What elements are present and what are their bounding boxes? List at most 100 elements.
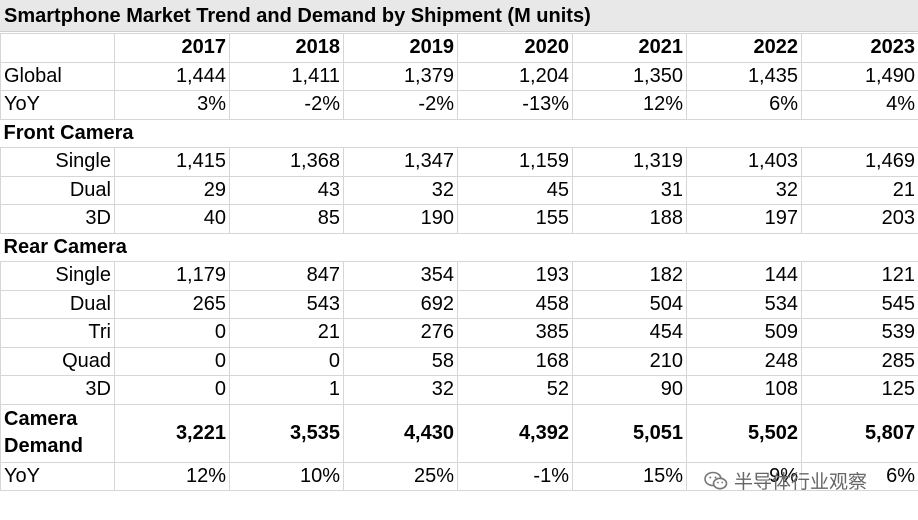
cell-value: 52: [457, 375, 573, 405]
cell-value: 21: [801, 175, 918, 205]
cell-value: 29: [114, 175, 230, 205]
section-front-camera: Front Camera: [0, 118, 918, 148]
cell-value: 847: [229, 261, 344, 291]
cell-value: 108: [686, 375, 802, 405]
year-header: 2017: [114, 33, 230, 63]
cell-value: 3,221: [114, 403, 230, 463]
row-label: Camera Demand: [0, 403, 115, 463]
cell-value: 12%: [572, 90, 687, 120]
cell-value: 534: [686, 289, 802, 319]
row-global-yoy: YoY 3% -2% -2% -13% 12% 6% 4%: [0, 90, 918, 120]
cell-value: 543: [229, 289, 344, 319]
cell-value: 0: [229, 346, 344, 376]
year-header-row: 2017 2018 2019 2020 2021 2022 2023: [0, 33, 918, 63]
cell-value: 188: [572, 204, 687, 234]
section-rear-camera: Rear Camera: [0, 232, 918, 262]
cell-value: 31: [572, 175, 687, 205]
cell-value: 121: [801, 261, 918, 291]
cell-value: 692: [343, 289, 458, 319]
cell-value: 182: [572, 261, 687, 291]
year-header: 2020: [457, 33, 573, 63]
cell-value: 454: [572, 318, 687, 348]
cell-value: 12%: [114, 461, 230, 491]
cell-value: 276: [343, 318, 458, 348]
cell-value: -2%: [343, 90, 458, 120]
header-blank: [0, 33, 115, 63]
cell-value: 1,444: [114, 61, 230, 91]
row-rear-quad: Quad 0 0 58 168 210 248 285: [0, 346, 918, 376]
cell-value: 210: [572, 346, 687, 376]
cell-value: 190: [343, 204, 458, 234]
cell-value: 1,403: [686, 147, 802, 177]
cell-value: 248: [686, 346, 802, 376]
row-label: Quad: [0, 346, 115, 376]
cell-value: 10%: [229, 461, 344, 491]
year-header: 2023: [801, 33, 918, 63]
cell-value: 545: [801, 289, 918, 319]
cell-value: 1,379: [343, 61, 458, 91]
watermark: 半导体行业观察: [704, 467, 867, 494]
row-label: YoY: [0, 90, 115, 120]
cell-value: 285: [801, 346, 918, 376]
cell-value: 1,319: [572, 147, 687, 177]
cell-value: 32: [343, 175, 458, 205]
year-header: 2018: [229, 33, 344, 63]
cell-value: 4,392: [457, 403, 573, 463]
cell-value: 385: [457, 318, 573, 348]
row-label: Global: [0, 61, 115, 91]
cell-value: 5,051: [572, 403, 687, 463]
row-front-dual: Dual 29 43 32 45 31 32 21: [0, 175, 918, 205]
cell-value: 5,807: [801, 403, 918, 463]
cell-value: 5,502: [686, 403, 802, 463]
row-front-3d: 3D 40 85 190 155 188 197 203: [0, 204, 918, 234]
cell-value: 1,435: [686, 61, 802, 91]
wechat-icon: [704, 471, 728, 489]
cell-value: 1,411: [229, 61, 344, 91]
cell-value: 0: [114, 375, 230, 405]
cell-value: 40: [114, 204, 230, 234]
row-front-single: Single 1,415 1,368 1,347 1,159 1,319 1,4…: [0, 147, 918, 177]
row-rear-dual: Dual 265 543 692 458 504 534 545: [0, 289, 918, 319]
cell-value: 265: [114, 289, 230, 319]
cell-value: 203: [801, 204, 918, 234]
cell-value: 21: [229, 318, 344, 348]
row-rear-single: Single 1,179 847 354 193 182 144 121: [0, 261, 918, 291]
row-label: Dual: [0, 175, 115, 205]
row-label: Single: [0, 147, 115, 177]
cell-value: 4,430: [343, 403, 458, 463]
cell-value: 6%: [801, 461, 918, 491]
year-header: 2019: [343, 33, 458, 63]
cell-value: 1,159: [457, 147, 573, 177]
cell-value: -2%: [229, 90, 344, 120]
cell-value: 1,350: [572, 61, 687, 91]
row-label: 3D: [0, 375, 115, 405]
watermark-text: 半导体行业观察: [734, 471, 868, 493]
cell-value: 144: [686, 261, 802, 291]
cell-value: 90: [572, 375, 687, 405]
cell-value: 125: [801, 375, 918, 405]
cell-value: 504: [572, 289, 687, 319]
cell-value: 1,204: [457, 61, 573, 91]
row-camera-demand: Camera Demand 3,221 3,535 4,430 4,392 5,…: [0, 403, 918, 463]
section-label: Front Camera: [0, 118, 918, 148]
cell-value: 193: [457, 261, 573, 291]
table-title-bar: Smartphone Market Trend and Demand by Sh…: [0, 0, 918, 32]
table-title: Smartphone Market Trend and Demand by Sh…: [4, 5, 591, 27]
cell-value: 85: [229, 204, 344, 234]
year-header: 2022: [686, 33, 802, 63]
shipment-table: 2017 2018 2019 2020 2021 2022 2023 Globa…: [0, 33, 918, 491]
row-label: Single: [0, 261, 115, 291]
row-label: Tri: [0, 318, 115, 348]
cell-value: 3%: [114, 90, 230, 120]
cell-value: 25%: [343, 461, 458, 491]
cell-value: 1,347: [343, 147, 458, 177]
cell-value: 32: [343, 375, 458, 405]
cell-value: 32: [686, 175, 802, 205]
cell-value: 458: [457, 289, 573, 319]
cell-value: 43: [229, 175, 344, 205]
cell-value: 354: [343, 261, 458, 291]
cell-value: -1%: [457, 461, 573, 491]
row-rear-tri: Tri 0 21 276 385 454 509 539: [0, 318, 918, 348]
cell-value: 155: [457, 204, 573, 234]
cell-value: 197: [686, 204, 802, 234]
